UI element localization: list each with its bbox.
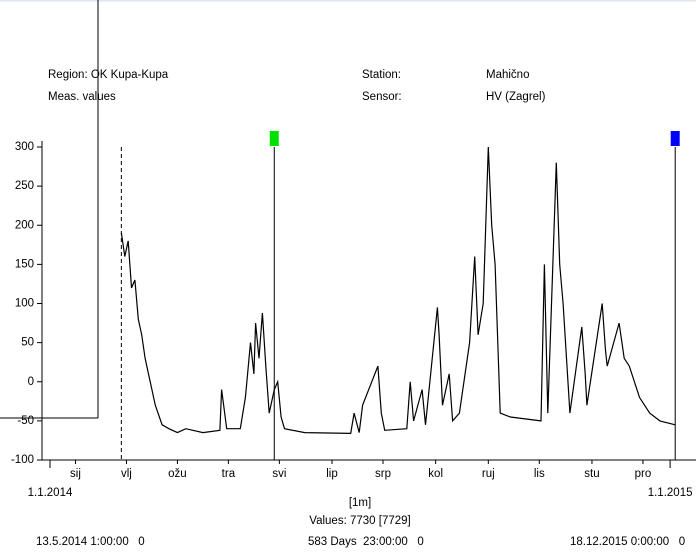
- y-tick-label: -100: [11, 454, 34, 466]
- sensor: HV (Zagrel): [486, 91, 546, 103]
- x-tick-label: ožu: [168, 468, 187, 480]
- date-label: 1.1.2014: [28, 487, 73, 499]
- x-tick-label: sij: [70, 468, 81, 480]
- value-count: Values: 7730 [7729]: [309, 515, 410, 527]
- x-tick-label: srp: [375, 468, 391, 480]
- x-tick-label: stu: [584, 468, 599, 480]
- end-time: 18.12.2015 0:00:00 0: [570, 536, 685, 548]
- y-tick-label: 50: [21, 337, 34, 349]
- y-tick-label: 0: [28, 376, 34, 388]
- start-time: 13.5.2014 1:00:00 0: [36, 536, 145, 548]
- y-tick-label: -50: [17, 415, 34, 427]
- x-tick-label: pro: [635, 468, 652, 480]
- cursor-marker: [670, 131, 680, 146]
- date-label: 1.1.2015: [648, 487, 693, 499]
- y-tick-label: 100: [15, 298, 34, 310]
- y-tick-label: 200: [15, 219, 34, 231]
- x-tick-label: lis: [534, 468, 545, 480]
- y-tick-label: 250: [15, 180, 34, 192]
- series-line: [120, 146, 676, 435]
- region: Region: OK Kupa-Kupa: [48, 69, 169, 81]
- meas: Meas. values: [48, 91, 116, 103]
- x-tick-label: ruj: [482, 468, 495, 480]
- x-tick-label: kol: [428, 468, 443, 480]
- x-tick-label: vlj: [121, 468, 132, 480]
- x-tick-label: tra: [222, 468, 236, 480]
- cursor-marker: [269, 131, 279, 146]
- resolution: [1m]: [349, 497, 371, 509]
- x-tick-label: lip: [326, 468, 338, 480]
- station-label: Station:: [362, 69, 401, 81]
- sensor-label: Sensor:: [362, 91, 402, 103]
- x-tick-label: svi: [272, 468, 286, 480]
- span: 583 Days 23:00:00 0: [308, 536, 424, 548]
- station: Mahično: [486, 69, 529, 81]
- y-tick-label: 150: [15, 258, 34, 270]
- y-tick-label: 300: [15, 141, 34, 153]
